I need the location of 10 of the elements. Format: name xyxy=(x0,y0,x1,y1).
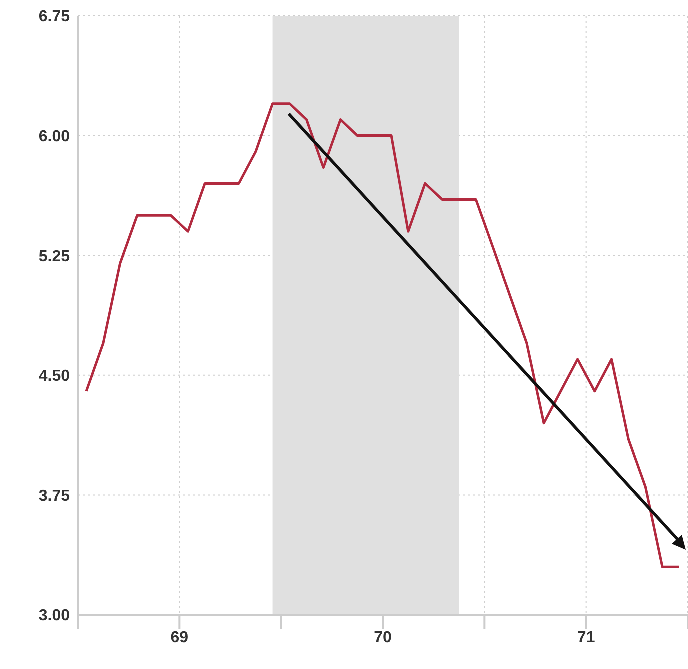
y-tick-label: 4.50 xyxy=(38,368,70,386)
y-tick-label: 6.75 xyxy=(38,8,70,26)
y-tick-label: 5.25 xyxy=(38,248,70,266)
x-tick-label: 71 xyxy=(577,629,596,646)
line-series xyxy=(85,102,681,568)
y-tick-label: 3.00 xyxy=(38,608,70,625)
y-tick-label: 6.00 xyxy=(38,128,70,146)
y-tick-label: 3.75 xyxy=(38,488,70,505)
x-tick-label: 69 xyxy=(170,629,189,646)
x-tick-label: 70 xyxy=(374,629,392,646)
